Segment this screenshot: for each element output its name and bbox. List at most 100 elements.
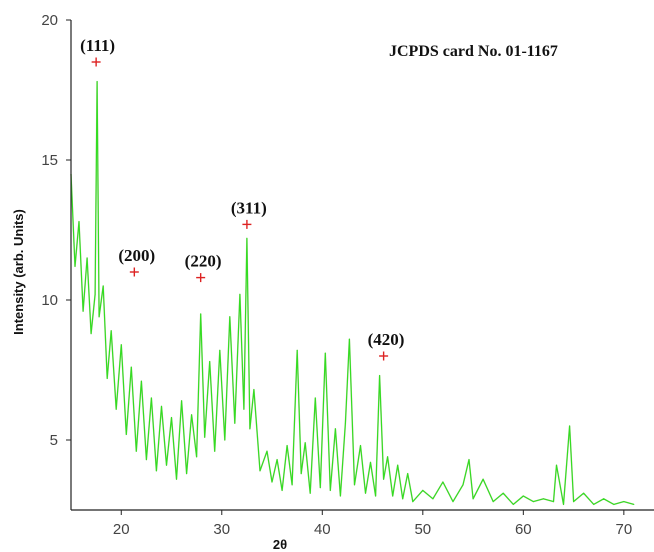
x-tick-label: 70 [616,521,633,538]
data-point [482,478,484,480]
data-point [196,456,198,458]
data-point [155,470,157,472]
data-point [412,501,414,503]
data-point [422,489,424,491]
peak-label: (200) [118,246,155,265]
data-point [145,459,147,461]
data-point [98,316,100,318]
data-point [319,487,321,489]
x-tick-label: 30 [213,521,230,538]
data-point [266,450,268,452]
axes [70,20,654,511]
data-point [219,349,221,351]
data-point [613,503,615,505]
data-point [542,498,544,500]
data-point [370,461,371,463]
data-point [468,459,470,461]
data-point [502,492,504,494]
y-axis-title: Intensity (arb. Units) [11,209,26,335]
x-axis-title: 2θ [273,537,287,552]
x-tick-label: 20 [113,521,130,538]
peak-label: (420) [368,330,405,349]
data-point [304,442,306,444]
data-point [556,464,557,466]
data-point [166,464,167,466]
data-point [140,380,142,382]
data-point [243,408,245,410]
data-point [300,473,302,475]
peak-label: (311) [231,198,267,217]
data-point [452,501,454,503]
data-point [224,439,226,441]
data-point [115,408,117,410]
data-point [150,397,152,399]
data-point [309,492,311,494]
x-tick-label: 50 [414,521,431,538]
data-point [171,417,172,419]
data-point [472,498,474,500]
peak-markers: (111) (200) (220) (311) (420) [80,36,404,361]
data-point [86,257,88,259]
data-point [135,450,137,452]
data-point [209,361,211,363]
data-point [102,285,104,287]
data-point [339,495,341,497]
data-point [432,498,434,500]
data-point [387,456,389,458]
data-point [253,389,255,391]
data-point [569,425,571,427]
data-point [379,375,381,377]
ticks: 20 30 40 50 60 70 5 10 15 20 [41,12,632,538]
data-point [291,484,293,486]
data-point [106,377,108,379]
data-point [360,445,361,447]
y-tick-label: 15 [41,152,58,169]
y-tick-label: 20 [41,12,58,29]
data-point [271,481,273,483]
chart-annotation: JCPDS card No. 01-1167 [389,43,558,60]
data-point [229,316,231,318]
data-point [344,422,346,424]
data-point [512,503,514,505]
data-point [392,495,394,497]
data-point [204,436,206,438]
data-point [78,221,80,223]
data-point [74,265,76,267]
data-point [397,464,399,466]
data-point [623,501,625,503]
data-point [553,501,554,503]
data-point [191,414,193,416]
data-point [239,293,241,295]
data-point [246,237,248,239]
data-point [249,428,251,430]
data-point [633,503,635,505]
data-point [462,484,464,486]
data-point [120,344,122,346]
data-point [276,459,278,461]
data-point [329,489,331,491]
data-point [522,495,524,497]
data-point [125,433,127,435]
data-point [348,338,350,340]
peak-label: (220) [185,252,222,271]
data-point [583,492,585,494]
data-point [593,503,595,505]
data-point [259,470,261,472]
data-point [492,501,494,503]
data-point [402,498,404,500]
data-point [324,352,326,354]
x-tick-label: 60 [515,521,532,538]
data-point [563,503,564,505]
data-point [90,333,92,335]
data-point [407,473,409,475]
data-point [176,478,177,480]
data-point [281,489,283,491]
data-point [334,428,336,430]
data-point [296,349,298,351]
data-point [314,397,316,399]
data-point [200,313,202,315]
y-tick-label: 10 [41,292,58,309]
data-point [96,81,98,83]
data-point [94,293,96,295]
